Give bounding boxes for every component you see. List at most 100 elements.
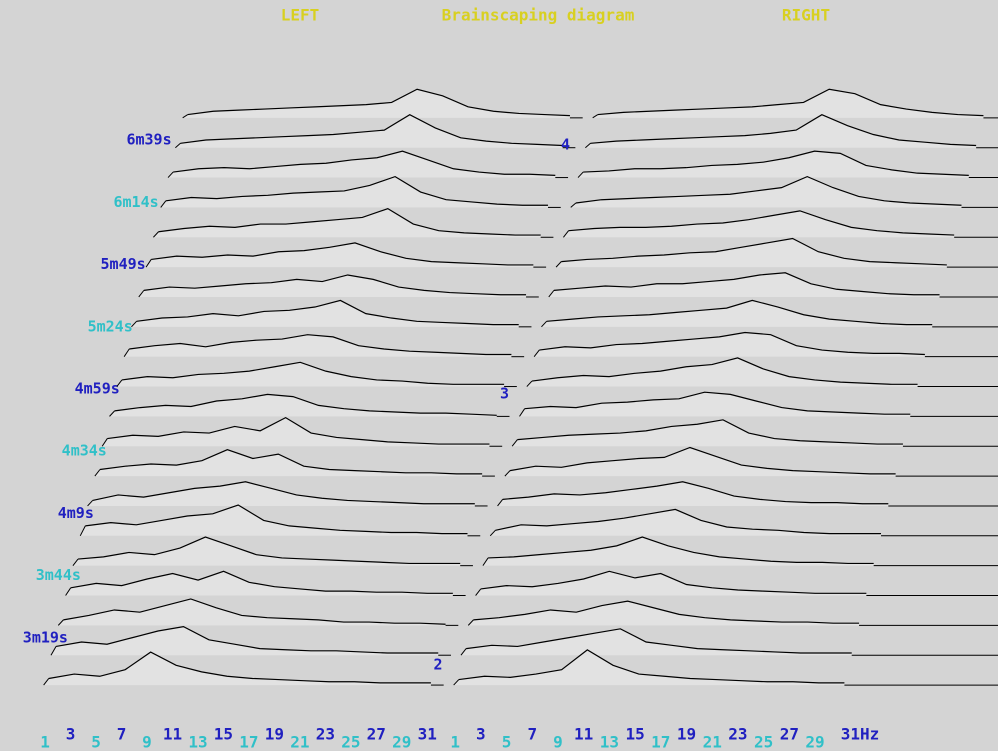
x-tick-label: 1: [450, 733, 460, 751]
trace-baseline: [526, 380, 533, 387]
x-tick-label: 15: [625, 725, 644, 744]
trace: [92, 481, 475, 505]
x-tick-label: 31: [418, 725, 437, 744]
trace-fill: [80, 505, 481, 536]
trace: [165, 175, 548, 206]
trace-baseline: [57, 619, 64, 626]
trace-baseline: [153, 231, 159, 238]
x-tick-label: 29: [392, 733, 411, 751]
trace: [180, 114, 563, 147]
trace: [509, 446, 896, 475]
trace: [85, 504, 468, 535]
trace-fill: [65, 571, 466, 596]
x-tick-label: 1: [40, 733, 50, 751]
y-tick-label: 5m24s: [88, 317, 133, 335]
trace-baseline: [541, 320, 547, 328]
trace-fill: [526, 357, 998, 387]
trace: [187, 88, 570, 117]
trace: [539, 331, 925, 356]
trace-baseline: [533, 349, 540, 357]
trace: [107, 416, 490, 445]
time-marker: 2: [434, 656, 443, 674]
x-tick-label: 7: [527, 725, 537, 744]
y-tick-label: 4m9s: [58, 504, 94, 522]
trace-baseline: [460, 648, 467, 656]
time-marker: 4: [561, 136, 570, 154]
trace-fill: [72, 537, 473, 566]
trace-baseline: [131, 320, 137, 328]
trace-baseline: [577, 171, 584, 178]
trace-baseline: [43, 678, 50, 686]
trace: [48, 651, 431, 684]
trace: [458, 649, 845, 684]
trace: [583, 150, 969, 176]
trace: [561, 237, 947, 266]
trace: [70, 570, 453, 594]
trace: [466, 628, 852, 654]
trace-fill: [116, 362, 517, 387]
trace-baseline: [511, 439, 518, 447]
trace-fill: [87, 481, 488, 506]
y-tick-label: 5m49s: [101, 255, 146, 273]
trace-baseline: [123, 348, 130, 357]
x-tick-label: 19: [677, 725, 696, 744]
trace: [553, 272, 940, 296]
trace: [473, 600, 860, 624]
trace-fill: [131, 300, 532, 327]
trace: [480, 570, 867, 594]
x-tick-label: 11: [574, 725, 593, 744]
trace-baseline: [453, 679, 460, 686]
x-tick-label: 5: [91, 733, 101, 751]
trace-baseline: [504, 470, 511, 477]
x-tick-label: 11: [163, 725, 182, 744]
trace-baseline: [72, 558, 79, 566]
trace: [151, 242, 534, 266]
y-tick-label: 4m59s: [75, 380, 120, 398]
trace-baseline: [87, 500, 94, 507]
panel-title: LEFT: [281, 6, 320, 25]
y-tick-label: 6m14s: [114, 193, 159, 211]
x-tick-label: 21: [290, 733, 309, 751]
trace-baseline: [563, 230, 569, 238]
trace: [597, 88, 984, 117]
trace-baseline: [116, 379, 123, 387]
trace-fill: [453, 649, 998, 686]
trace-baseline: [497, 499, 504, 507]
trace-fill: [160, 176, 561, 208]
trace: [495, 508, 881, 535]
trace-fill: [534, 332, 998, 357]
y-tick-label: 4m34s: [62, 442, 107, 460]
trace-fill: [541, 300, 998, 327]
trace: [524, 391, 911, 415]
trace-baseline: [482, 557, 489, 566]
trace-fill: [482, 537, 998, 566]
trace-fill: [50, 626, 451, 656]
x-tick-label: 31Hz: [841, 725, 880, 744]
trace: [546, 299, 933, 326]
trace: [121, 361, 505, 385]
x-tick-label: 15: [214, 725, 233, 744]
x-tick-label: 13: [600, 733, 619, 751]
x-tick-label: 3: [476, 725, 486, 744]
x-tick-label: 9: [142, 733, 152, 751]
x-tick-label: 7: [117, 725, 127, 744]
x-tick-label: 17: [651, 733, 670, 751]
trace-baseline: [592, 114, 599, 119]
trace: [99, 449, 483, 475]
trace-baseline: [160, 200, 167, 208]
trace-fill: [548, 272, 998, 297]
trace-baseline: [182, 114, 189, 119]
trace: [136, 299, 519, 326]
trace-baseline: [548, 290, 555, 298]
y-tick-label: 3m44s: [36, 566, 81, 584]
trace-baseline: [570, 202, 577, 208]
trace-baseline: [145, 259, 152, 268]
trace: [143, 274, 527, 296]
trace: [158, 208, 541, 236]
trace-fill: [138, 274, 539, 297]
trace: [531, 357, 918, 385]
x-tick-label: 21: [703, 733, 722, 751]
panel-title: RIGHT: [782, 6, 830, 25]
trace-baseline: [467, 619, 474, 626]
trace-fill: [460, 628, 998, 656]
